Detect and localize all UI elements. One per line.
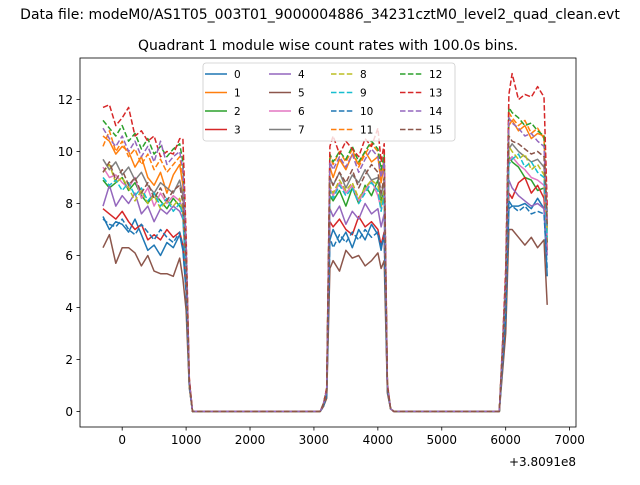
legend-box — [202, 62, 456, 142]
legend-label: 4 — [298, 69, 305, 81]
legend-label: 10 — [360, 106, 373, 118]
legend-label: 7 — [298, 124, 305, 136]
series-line-9 — [102, 153, 548, 413]
legend-label: 15 — [429, 124, 442, 136]
series-line-14 — [102, 117, 548, 413]
x-tick-label: 1000 — [171, 433, 202, 447]
legend-label: 2 — [234, 106, 241, 118]
legend-label: 14 — [429, 106, 443, 118]
series-line-12 — [102, 106, 548, 413]
x-tick-label: 0 — [118, 433, 126, 447]
series-line-2 — [102, 155, 548, 413]
y-tick-label: 4 — [65, 301, 73, 315]
y-tick-label: 10 — [58, 145, 73, 159]
chart-title: Quadrant 1 module wise count rates with … — [138, 38, 518, 54]
series-line-6 — [102, 155, 548, 413]
y-tick-label: 2 — [65, 353, 73, 367]
legend-label: 3 — [234, 124, 241, 136]
figure-suptitle: Data file: modeM0/AS1T05_003T01_90000048… — [20, 7, 620, 23]
x-tick-label: 5000 — [426, 433, 457, 447]
legend-label: 11 — [360, 124, 373, 136]
x-tick-label: 3000 — [299, 433, 330, 447]
series-line-4 — [102, 179, 548, 413]
series-line-3 — [102, 176, 548, 413]
series-line-15 — [102, 135, 548, 413]
legend-label: 13 — [429, 87, 442, 99]
x-tick-label: 4000 — [363, 433, 394, 447]
legend-label: 6 — [298, 106, 305, 118]
y-tick-label: 0 — [65, 405, 73, 419]
series-line-0 — [102, 197, 548, 413]
x-axis-offset-label: +3.8091e8 — [509, 455, 576, 469]
legend-label: 1 — [234, 87, 241, 99]
legend-label: 0 — [234, 69, 241, 81]
y-tick-label: 8 — [65, 197, 73, 211]
x-tick-label: 2000 — [235, 433, 266, 447]
y-tick-label: 12 — [58, 93, 73, 107]
axes-frame — [79, 57, 577, 428]
legend-label: 5 — [298, 87, 305, 99]
plot-area — [102, 72, 548, 413]
legend-label: 12 — [429, 69, 442, 81]
legend-label: 9 — [360, 87, 367, 99]
series-line-5 — [102, 228, 548, 413]
series-line-1 — [102, 119, 548, 413]
legend-label: 8 — [360, 69, 367, 81]
x-tick-label: 7000 — [554, 433, 585, 447]
series-line-11 — [102, 111, 548, 413]
x-tick-label: 6000 — [490, 433, 521, 447]
y-tick-label: 6 — [65, 249, 73, 263]
